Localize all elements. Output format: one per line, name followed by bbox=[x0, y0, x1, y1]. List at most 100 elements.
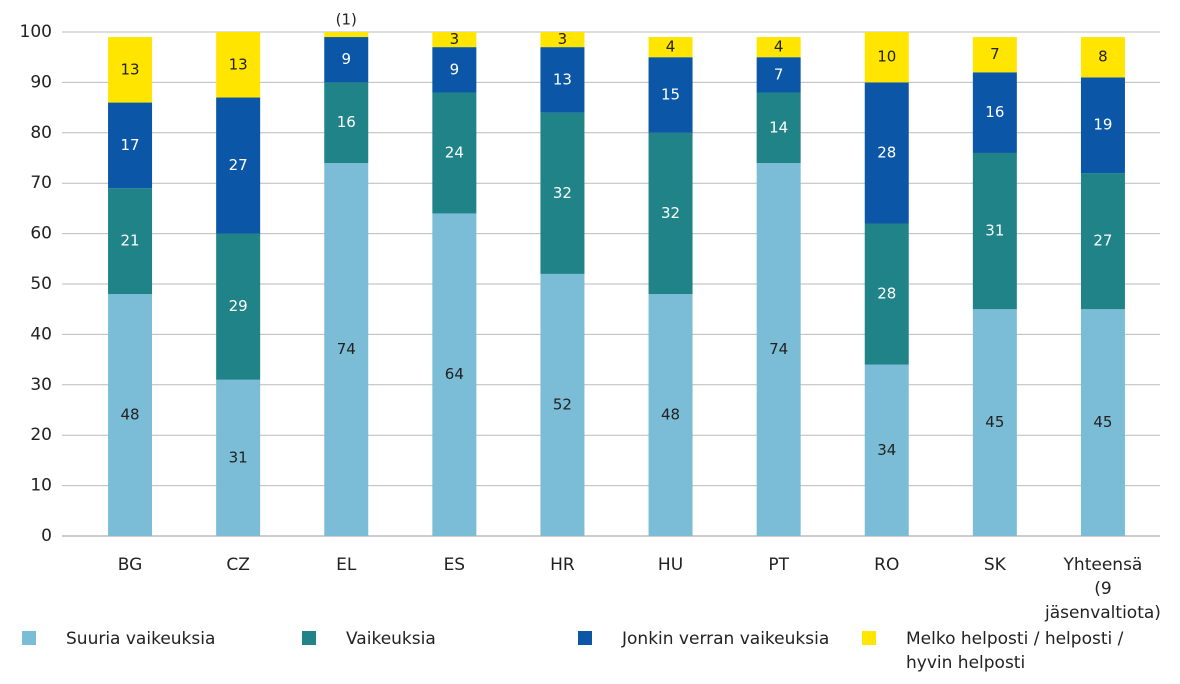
x-tick-label: BG bbox=[118, 555, 143, 575]
value-label: 64 bbox=[445, 365, 464, 383]
value-label: 28 bbox=[877, 143, 896, 161]
y-tick-label: 50 bbox=[30, 274, 52, 294]
bar-segment bbox=[648, 294, 693, 536]
y-tick-label: 40 bbox=[30, 324, 52, 344]
value-label: 45 bbox=[985, 413, 1004, 431]
bar-segment bbox=[324, 32, 369, 38]
bar-segment bbox=[864, 364, 909, 536]
y-tick-label: 0 bbox=[41, 526, 52, 546]
y-tick-label: 100 bbox=[20, 22, 52, 42]
x-tick-label: RO bbox=[874, 555, 899, 575]
y-tick-label: 80 bbox=[30, 123, 52, 143]
value-label: 74 bbox=[337, 340, 356, 358]
bar-segment bbox=[540, 47, 585, 113]
bar-segment bbox=[216, 233, 261, 380]
bar-segment bbox=[540, 273, 585, 536]
value-label: 24 bbox=[445, 143, 464, 161]
x-tick-label: PT bbox=[768, 555, 789, 575]
legend-swatch bbox=[302, 631, 316, 645]
value-label: 45 bbox=[1093, 413, 1112, 431]
value-label: 31 bbox=[229, 448, 248, 466]
bar-segment bbox=[756, 163, 801, 537]
legend-label: Melko helposti / helposti / hyvin helpost… bbox=[906, 629, 1124, 673]
value-label: 32 bbox=[661, 204, 680, 222]
bar-segment bbox=[432, 32, 477, 48]
x-tick-label: HR bbox=[550, 555, 575, 575]
value-label: 16 bbox=[337, 113, 356, 131]
legend-label: Vaikeuksia bbox=[346, 629, 436, 649]
value-label: 17 bbox=[121, 136, 140, 154]
bar-segment bbox=[864, 82, 909, 224]
bar-segment bbox=[1080, 37, 1125, 78]
bar-segment bbox=[648, 132, 693, 295]
bar-segment bbox=[108, 37, 153, 103]
value-label: 13 bbox=[121, 60, 140, 78]
bar-segment bbox=[432, 213, 477, 536]
value-label: 9 bbox=[450, 60, 460, 78]
bar-segment bbox=[540, 112, 585, 274]
bar-segment bbox=[216, 97, 261, 234]
value-label: 74 bbox=[769, 340, 788, 358]
value-label: 34 bbox=[877, 441, 896, 459]
value-label: 14 bbox=[769, 118, 788, 136]
bar-segment bbox=[324, 82, 369, 164]
x-tick-label: Yhteensä (9 jäsenvaltiota) bbox=[1044, 555, 1161, 623]
value-label: 48 bbox=[661, 406, 680, 424]
legend-label: Jonkin verran vaikeuksia bbox=[621, 629, 829, 649]
legend-swatch bbox=[578, 631, 592, 645]
value-label: 13 bbox=[553, 70, 572, 88]
value-label: 10 bbox=[877, 48, 896, 66]
bar-segment bbox=[972, 309, 1017, 536]
value-label: (1) bbox=[336, 11, 357, 29]
legend-swatch bbox=[862, 631, 876, 645]
y-tick-label: 60 bbox=[30, 224, 52, 244]
y-tick-label: 70 bbox=[30, 173, 52, 193]
x-tick-label: EL bbox=[336, 555, 357, 575]
value-label: 7 bbox=[774, 65, 784, 83]
value-label: 4 bbox=[774, 38, 784, 56]
value-label: 19 bbox=[1093, 116, 1112, 134]
bar-segment bbox=[216, 32, 261, 98]
value-label: 7 bbox=[990, 45, 1000, 63]
bar-segment bbox=[1080, 173, 1125, 310]
value-label: 21 bbox=[121, 232, 140, 250]
value-label: 27 bbox=[229, 156, 248, 174]
bar-segment bbox=[540, 32, 585, 48]
bar-segment bbox=[324, 37, 369, 83]
value-label: 31 bbox=[985, 222, 1004, 240]
value-label: 15 bbox=[661, 86, 680, 104]
value-label: 8 bbox=[1098, 48, 1108, 66]
bar-segment bbox=[1080, 77, 1125, 174]
x-tick-label: SK bbox=[984, 555, 1007, 575]
bar-segment bbox=[108, 102, 153, 189]
bar-segment bbox=[756, 57, 801, 93]
value-label: 9 bbox=[341, 50, 351, 68]
legend-label: Suuria vaikeuksia bbox=[66, 629, 215, 649]
x-tick-label: CZ bbox=[226, 555, 250, 575]
bar-segment bbox=[108, 188, 153, 295]
bar-segment bbox=[108, 294, 153, 536]
value-label: 3 bbox=[450, 30, 460, 48]
value-label: 52 bbox=[553, 395, 572, 413]
bar-segment bbox=[324, 163, 369, 537]
bar-segment bbox=[1080, 309, 1125, 536]
bar-segment bbox=[432, 92, 477, 214]
bar-segment bbox=[972, 72, 1017, 153]
value-label: 29 bbox=[229, 297, 248, 315]
bar-segment bbox=[756, 37, 801, 58]
bar-segment bbox=[972, 37, 1017, 73]
bar-segment bbox=[216, 379, 261, 536]
value-label: 28 bbox=[877, 285, 896, 303]
x-tick-label: ES bbox=[444, 555, 466, 575]
bar-segment bbox=[432, 47, 477, 93]
value-label: 4 bbox=[666, 38, 676, 56]
value-label: 13 bbox=[229, 55, 248, 73]
y-tick-label: 30 bbox=[30, 375, 52, 395]
value-label: 3 bbox=[558, 30, 568, 48]
bar-segment bbox=[756, 92, 801, 164]
value-label: 48 bbox=[121, 406, 140, 424]
value-label: 27 bbox=[1093, 232, 1112, 250]
bar-segment bbox=[864, 223, 909, 365]
x-tick-label: HU bbox=[658, 555, 683, 575]
